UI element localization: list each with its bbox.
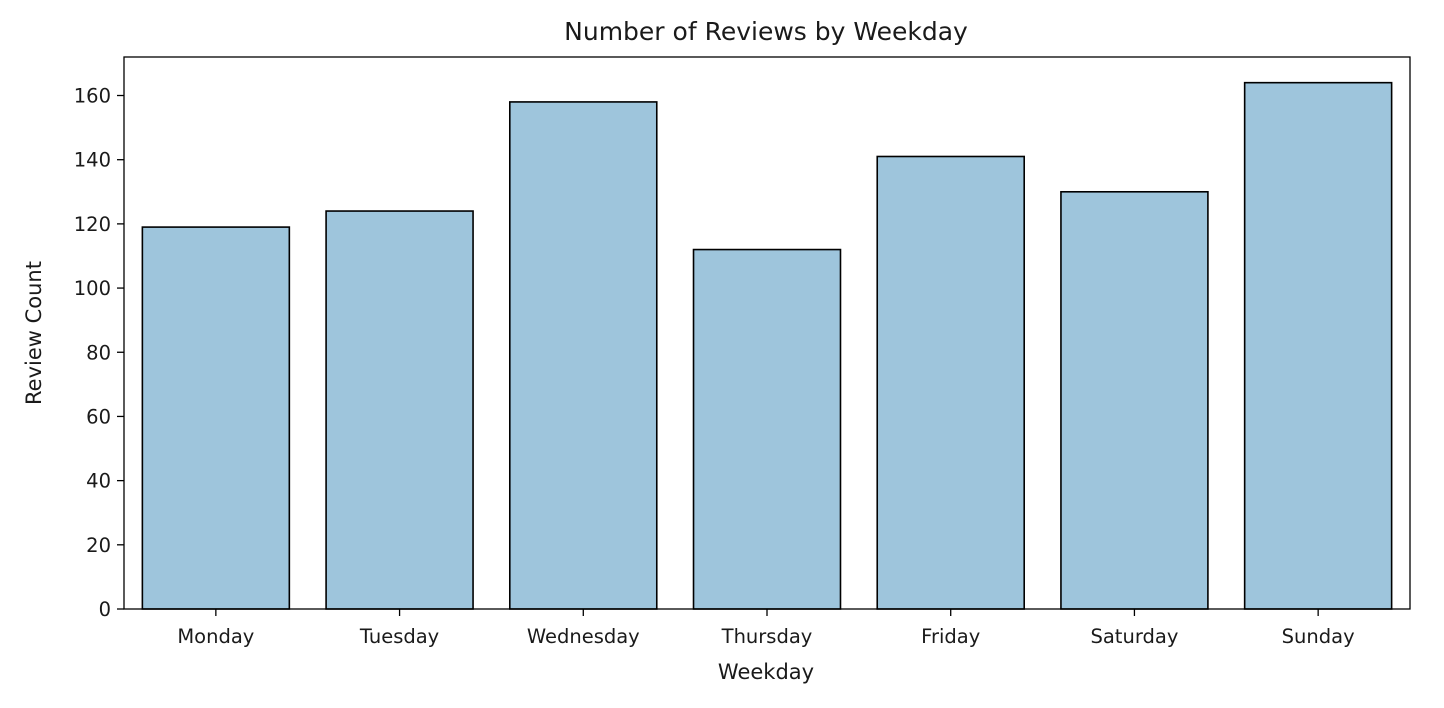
bar-thursday <box>692 248 842 610</box>
y-tick-label: 140 <box>74 149 111 172</box>
y-axis-label: Review Count <box>22 261 46 405</box>
bar-tuesday <box>325 210 474 610</box>
bars-group <box>141 81 1393 610</box>
x-tick-label: Friday <box>921 625 980 648</box>
bar-monday <box>141 226 291 610</box>
y-tick-label: 100 <box>74 277 111 300</box>
x-tick-label: Wednesday <box>527 625 640 648</box>
y-tick-label: 80 <box>86 341 111 364</box>
x-tick-label: Saturday <box>1090 625 1178 648</box>
x-tick-label: Sunday <box>1282 625 1355 648</box>
x-tick-label: Thursday <box>721 625 813 648</box>
bar-friday <box>876 155 1026 610</box>
y-tick-label: 60 <box>86 405 111 428</box>
y-tick-label: 20 <box>86 534 111 557</box>
bar-wednesday <box>508 101 658 610</box>
y-tick-label: 0 <box>99 598 111 621</box>
bar-saturday <box>1060 190 1209 610</box>
x-tick-label: Tuesday <box>359 625 439 648</box>
x-axis-label: Weekday <box>718 660 814 684</box>
x-tick-label: Monday <box>177 625 254 648</box>
chart-title: Number of Reviews by Weekday <box>564 17 968 46</box>
bar-sunday <box>1243 81 1393 610</box>
y-tick-label: 120 <box>74 213 111 236</box>
y-tick-label: 160 <box>74 85 111 108</box>
axes-group: Monday Tuesday Wednesday Thursday Friday Satu… <box>74 56 1411 648</box>
y-tick-label: 40 <box>86 470 111 493</box>
